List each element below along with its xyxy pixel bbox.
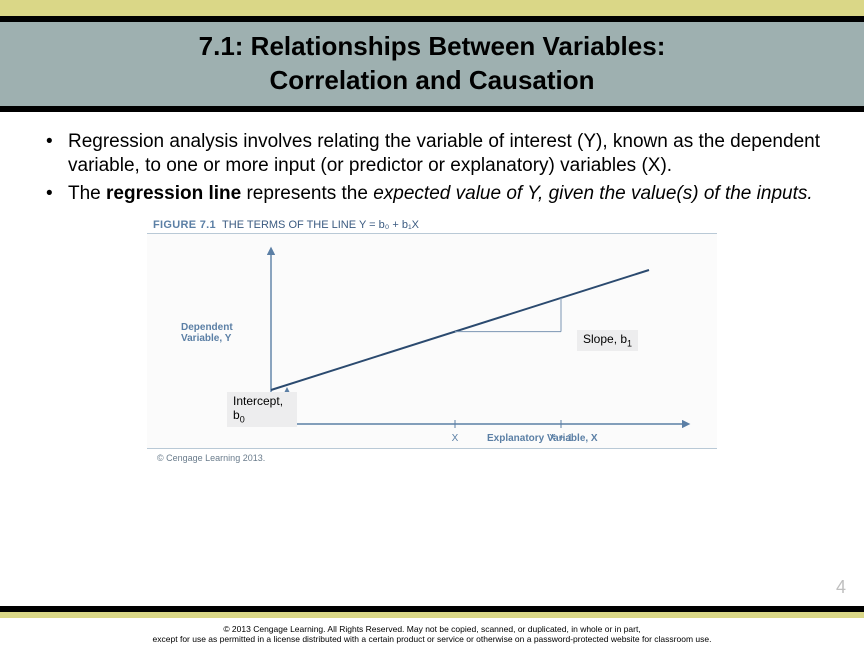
figure-caption-text: THE TERMS OF THE LINE Y = b₀ + b₁X: [222, 219, 419, 231]
content-area: Regression analysis involves relating th…: [0, 112, 864, 463]
footer-line-2: except for use as permitted in a license…: [153, 634, 712, 644]
figure-caption: FIGURE 7.1 THE TERMS OF THE LINE Y = b₀ …: [147, 215, 717, 234]
intercept-callout: Intercept, b0: [227, 392, 297, 428]
page-number: 4: [836, 577, 846, 598]
bullet-list: Regression analysis involves relating th…: [42, 130, 822, 207]
slope-callout: Slope, b1: [577, 330, 638, 351]
bullet-1: Regression analysis involves relating th…: [42, 130, 822, 179]
figure-label: FIGURE 7.1: [153, 219, 216, 231]
figure-body: DependentVariable, Y X X + 1 Explanatory…: [147, 234, 717, 449]
x-tick-1: X: [452, 433, 459, 444]
title-line-1: 7.1: Relationships Between Variables:: [199, 31, 666, 61]
title-line-2: Correlation and Causation: [269, 65, 594, 95]
y-axis-label: DependentVariable, Y: [181, 322, 233, 345]
figure-copyright: © Cengage Learning 2013.: [147, 449, 717, 463]
slide-title: 7.1: Relationships Between Variables: Co…: [0, 30, 864, 98]
bullet-2: The regression line represents the expec…: [42, 182, 822, 206]
x-axis-label: Explanatory Variable, X: [487, 433, 598, 444]
footer-text: © 2013 Cengage Learning. All Rights Rese…: [0, 624, 864, 645]
figure-wrap: FIGURE 7.1 THE TERMS OF THE LINE Y = b₀ …: [147, 215, 717, 463]
footer-line-1: © 2013 Cengage Learning. All Rights Rese…: [223, 624, 640, 634]
top-accent-bar: [0, 0, 864, 16]
title-band: 7.1: Relationships Between Variables: Co…: [0, 22, 864, 106]
footer-gold-bar: [0, 612, 864, 618]
